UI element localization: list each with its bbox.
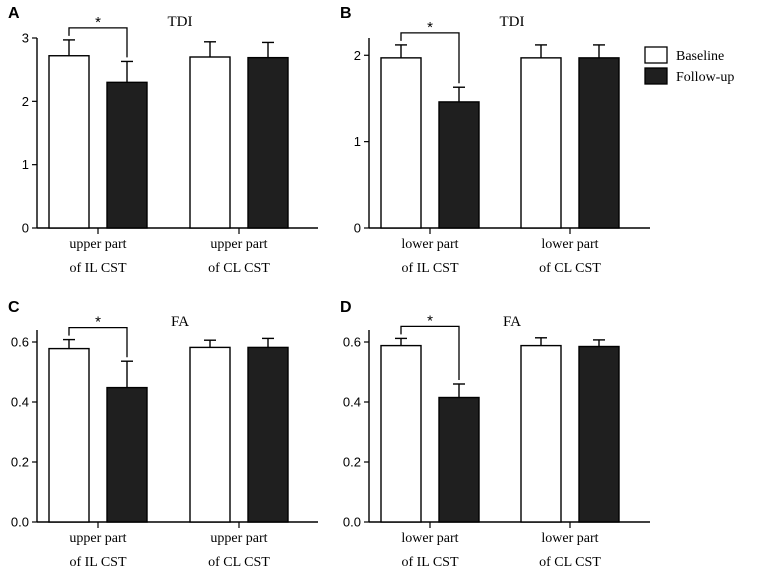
bar-followup [247,56,289,229]
panel-d: D FA 0.0 0.2 0.4 0.6 lower part of IL CST * lower… [340,299,650,570]
legend-label-followup: Follow-up [676,70,734,85]
significance-star: * [95,14,101,31]
y-tick-label: 0.6 [11,335,29,350]
panel-b: B TDI 0 1 2 lower part of IL CST * lower part of … [340,5,650,276]
significance-bracket [400,32,460,84]
significance-star: * [427,312,433,329]
bar-baseline [48,55,90,229]
panel-title: FA [503,314,521,330]
panel-title: TDI [168,14,193,30]
legend-label-baseline: Baseline [676,49,724,64]
legend-swatch-baseline [644,46,668,64]
x-tick-label: lower part [401,237,458,252]
significance-bracket [400,325,460,380]
y-tick-label: 0.2 [11,455,29,470]
bar-baseline [520,344,562,523]
bar-baseline [520,57,562,229]
bar-followup [578,57,620,229]
y-tick-label: 0.0 [343,515,361,530]
y-tick-label: 2 [354,48,361,63]
x-tick-label: of IL CST [401,555,458,570]
x-tick-label: of IL CST [69,261,126,276]
x-tick-label: of CL CST [208,555,270,570]
panel-title: TDI [500,14,525,30]
x-tick-label: lower part [541,237,598,252]
y-tick-label: 2 [22,94,29,109]
bar-baseline [380,57,422,229]
x-tick-label: lower part [541,531,598,546]
panel-letter: B [340,5,352,22]
panel-a: A TDI 0 1 2 3 upper part of IL CST * upper part of… [8,5,318,276]
bar-baseline [48,347,90,523]
y-tick-label: 3 [22,31,29,46]
bar-followup [106,386,148,523]
panel-letter: A [8,5,20,22]
x-tick-label: upper part [69,237,126,252]
bar-baseline [189,346,231,523]
panel-title: FA [171,314,189,330]
y-tick-label: 1 [22,157,29,172]
significance-bracket [68,27,128,58]
y-tick-label: 0.0 [11,515,29,530]
x-tick-label: upper part [210,237,267,252]
x-tick-label: of CL CST [539,555,601,570]
x-tick-label: of IL CST [401,261,458,276]
x-tick-label: lower part [401,531,458,546]
significance-star: * [95,314,101,331]
significance-star: * [427,19,433,36]
y-tick-label: 0.2 [343,455,361,470]
bar-followup [106,81,148,229]
y-tick-label: 0 [354,221,361,236]
x-tick-label: of IL CST [69,555,126,570]
y-tick-label: 0.4 [343,395,361,410]
bar-followup [438,101,480,229]
x-tick-label: of CL CST [208,261,270,276]
legend-swatch-followup [644,67,668,85]
panel-letter: D [340,299,352,316]
y-tick-label: 1 [354,134,361,149]
bar-followup [247,346,289,523]
bar-baseline [380,344,422,523]
legend: Baseline Follow-up [644,46,734,85]
significance-bracket [68,326,128,358]
bar-followup [578,345,620,523]
x-tick-label: of CL CST [539,261,601,276]
y-tick-label: 0.6 [343,335,361,350]
y-tick-label: 0 [22,221,29,236]
panel-c: C FA 0.0 0.2 0.4 0.6 upper part of IL CST * upper… [8,299,318,570]
x-tick-label: upper part [210,531,267,546]
panel-letter: C [8,299,20,316]
x-tick-label: upper part [69,531,126,546]
y-tick-label: 0.4 [11,395,29,410]
bar-followup [438,396,480,523]
bar-baseline [189,56,231,229]
